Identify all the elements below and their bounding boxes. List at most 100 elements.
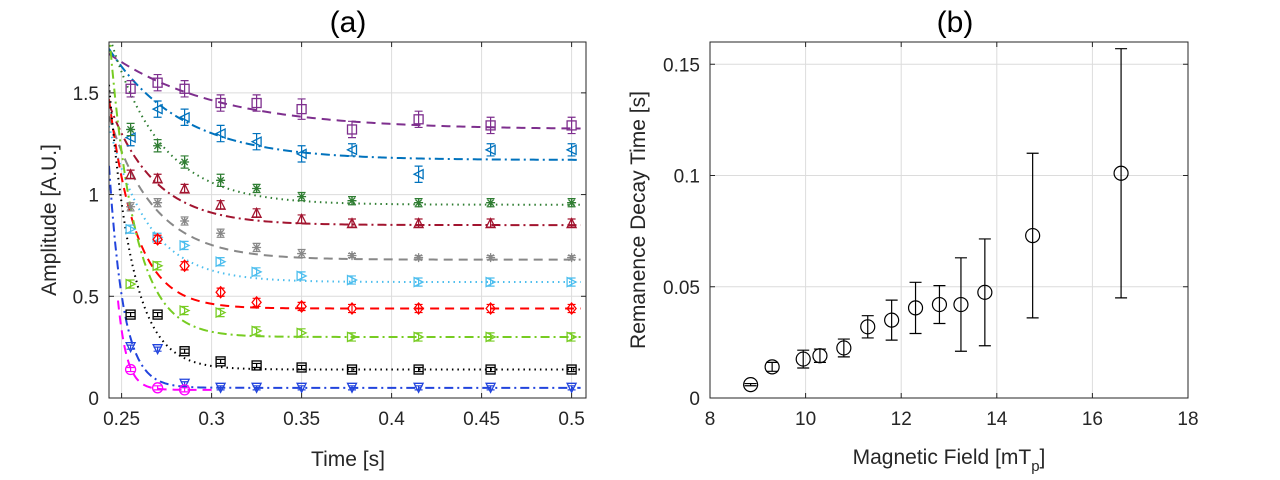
data-point-series-9 [485, 364, 496, 375]
error-bar [744, 382, 757, 387]
data-point [795, 351, 811, 367]
panel-b-y-axis-label: Remanence Decay Time [s] [627, 91, 650, 349]
error-bar [837, 338, 850, 358]
y-tick-label: 0 [88, 389, 99, 410]
error-bar [216, 287, 225, 297]
fit-curve-series-10 [109, 165, 581, 389]
data-point-series-9 [215, 356, 226, 367]
data-point-series-8 [179, 304, 191, 317]
data-point-series-1 [251, 97, 262, 109]
error-bar [414, 366, 423, 373]
data-point-series-3 [486, 198, 496, 208]
data-point-series-8 [152, 260, 164, 272]
data-point-series-10 [296, 382, 308, 394]
error-bar [567, 143, 576, 157]
error-bar [486, 143, 495, 157]
data-point-series-3 [347, 196, 357, 206]
data-point-series-3 [126, 124, 136, 134]
data-point-series-1 [346, 124, 358, 135]
error-bar [216, 124, 225, 143]
error-bar [348, 143, 356, 157]
data-point-series-1 [215, 97, 226, 109]
error-bar [567, 366, 576, 373]
fit-curve-series-1 [109, 52, 581, 130]
error-bar [252, 362, 261, 369]
error-bar [348, 303, 356, 314]
data-point-series-9 [413, 364, 424, 375]
data-point [931, 296, 948, 313]
error-bar [153, 234, 162, 244]
data-point [812, 348, 828, 364]
data-point-series-8 [485, 331, 497, 343]
error-bar [414, 165, 423, 183]
y-tick-label: 0.1 [674, 167, 700, 188]
data-point-series-5 [567, 253, 577, 263]
fit-curve-series-3 [110, 42, 581, 206]
fit-curve-series-9 [109, 84, 581, 371]
data-point-series-2 [295, 148, 307, 160]
data-point-series-4 [251, 206, 263, 219]
data-point-series-4 [566, 217, 578, 229]
data-point-series-5 [297, 249, 307, 259]
error-bar [861, 315, 874, 339]
error-bar [567, 303, 576, 314]
data-point-series-8 [346, 331, 358, 343]
data-point-series-9 [251, 360, 262, 371]
error-bar [126, 311, 135, 318]
data-point [907, 300, 924, 316]
error-bar [216, 94, 225, 112]
data-point [953, 296, 969, 313]
data-point-series-7 [346, 301, 358, 316]
error-bar [909, 281, 922, 335]
panel-b-data-points [743, 48, 1129, 393]
data-point-series-6 [179, 239, 191, 251]
fit-curve-series-4 [109, 103, 581, 227]
error-bar [126, 80, 135, 98]
error-bar [180, 348, 189, 354]
data-point-series-10 [152, 344, 164, 356]
data-point-series-6 [215, 256, 227, 268]
fit-curve-series-8 [109, 42, 581, 338]
y-tick-label: 0.5 [73, 287, 99, 308]
data-point-series-1 [296, 103, 307, 115]
data-point-series-8 [413, 331, 425, 343]
data-point-series-4 [215, 198, 227, 210]
error-bar [486, 303, 495, 314]
data-point-series-3 [252, 183, 262, 193]
data-point-series-2 [151, 103, 163, 115]
data-point-series-8 [251, 325, 263, 337]
data-point-series-10 [413, 382, 425, 394]
data-point-series-6 [251, 266, 263, 278]
panel-a-y-axis-label: Amplitude [A.U.] [38, 144, 61, 296]
error-bar [297, 145, 306, 163]
data-point-series-4 [296, 213, 308, 225]
data-point-series-5 [414, 253, 424, 263]
y-tick-label: 1 [88, 186, 99, 207]
data-point-series-11 [124, 363, 137, 376]
data-point-series-5 [216, 228, 226, 238]
data-point-series-3 [216, 175, 226, 185]
data-point-series-8 [215, 307, 227, 319]
x-tick-label: 12 [891, 409, 912, 430]
data-point-series-2 [178, 111, 190, 123]
data-point-series-4 [346, 217, 358, 229]
data-point-series-4 [413, 217, 425, 229]
error-bar [414, 110, 423, 129]
data-point-series-9 [152, 309, 163, 320]
error-bar [126, 366, 135, 373]
data-point [884, 312, 900, 328]
x-tick-label: 14 [986, 409, 1008, 430]
error-bar [180, 261, 189, 271]
panel-b-x-axis-label-end: ] [1040, 446, 1046, 469]
data-point-series-10 [179, 378, 191, 390]
data-point-series-8 [566, 331, 578, 343]
panel-b-label: (b) [937, 6, 974, 39]
data-point [1025, 227, 1041, 244]
data-point-series-3 [153, 141, 163, 151]
fit-curve-series-2 [109, 48, 581, 161]
data-point-series-7 [179, 259, 190, 273]
data-point-series-4 [152, 172, 164, 184]
data-point-series-11 [178, 384, 191, 396]
panel-a-frame [108, 41, 587, 399]
